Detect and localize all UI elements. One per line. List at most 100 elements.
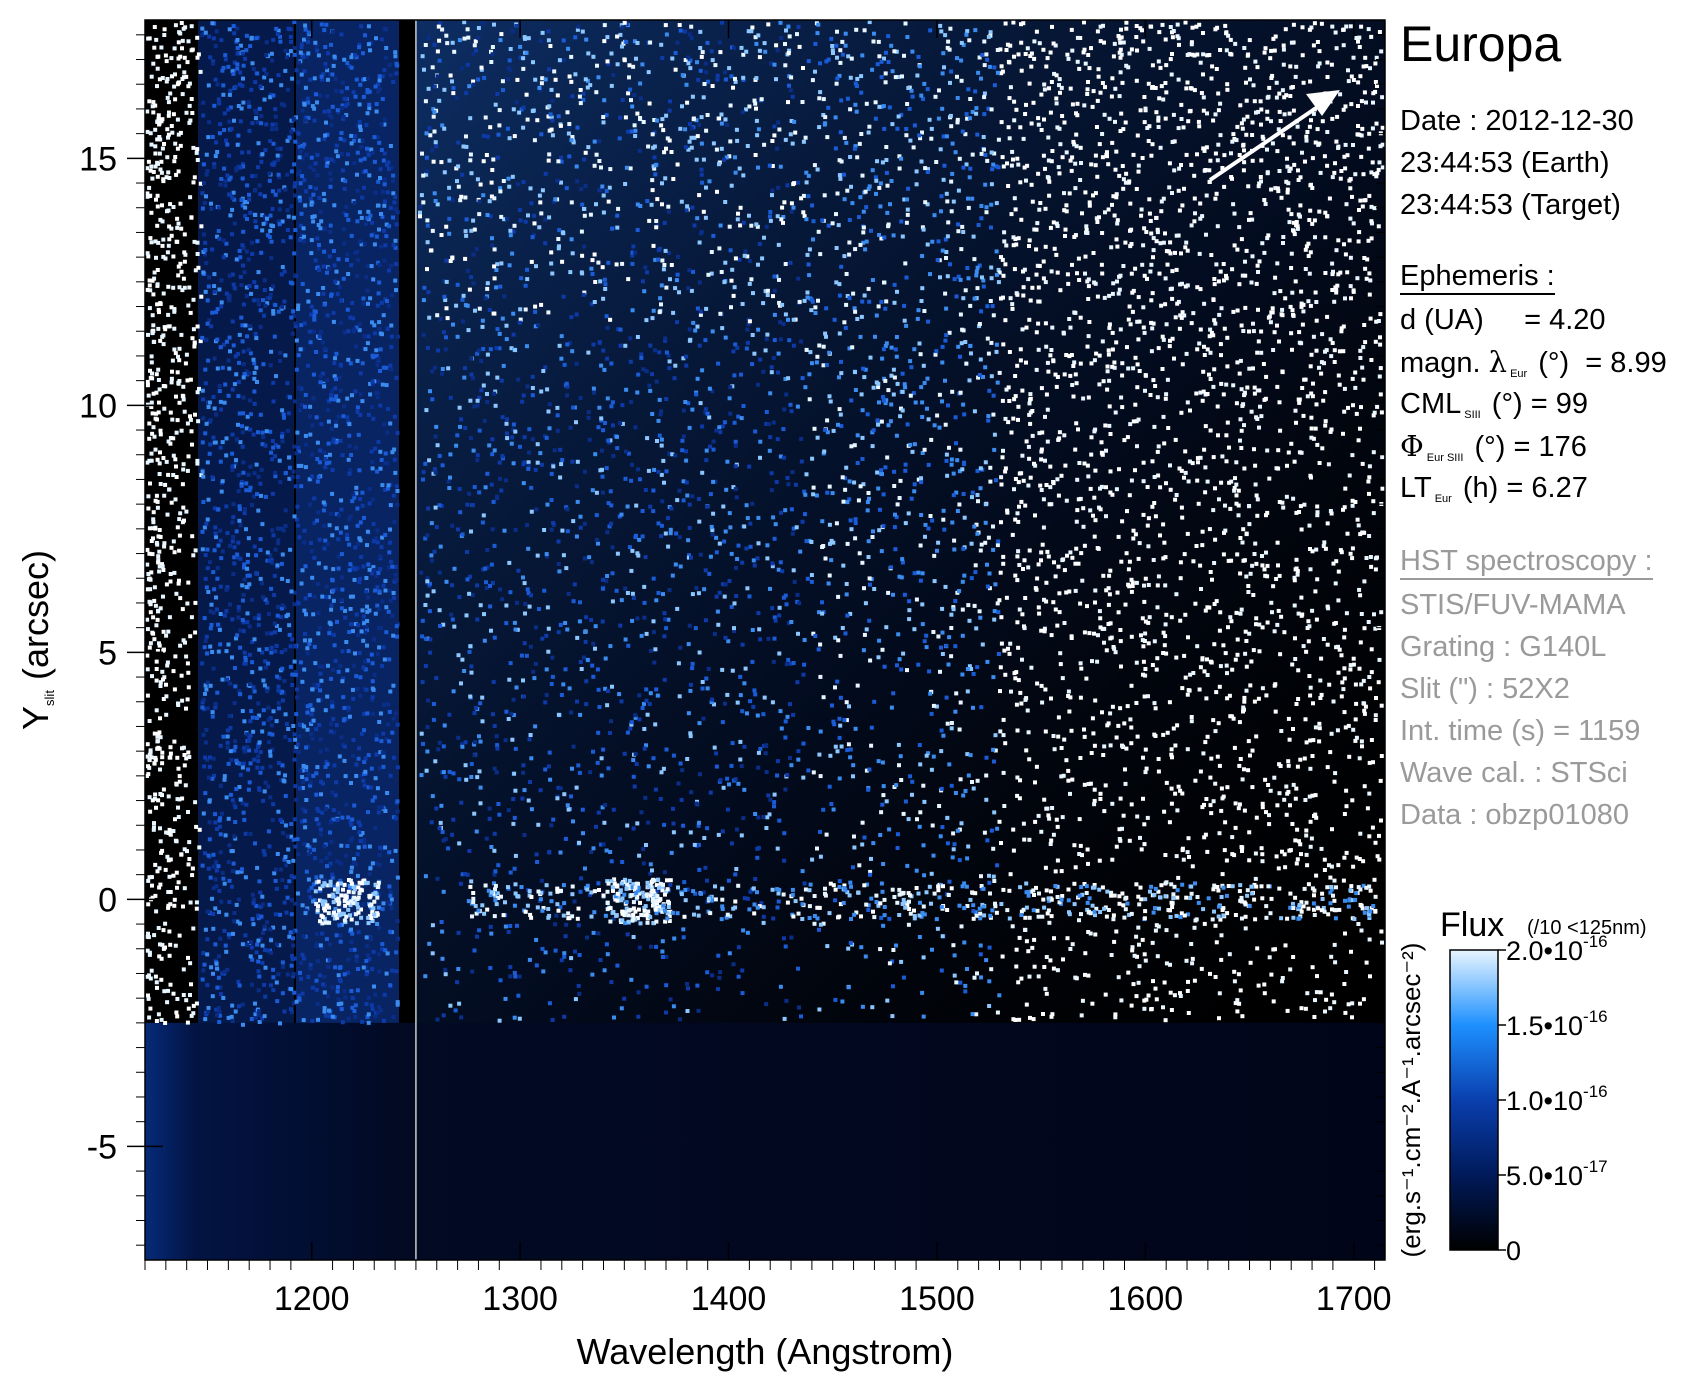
photon: [353, 545, 358, 550]
photon: [300, 952, 305, 957]
photon: [255, 865, 260, 870]
photon: [388, 773, 393, 778]
photon: [277, 943, 282, 948]
photon: [472, 811, 477, 816]
photon: [283, 68, 288, 73]
photon: [252, 298, 257, 303]
photon: [1092, 280, 1097, 285]
photon: [217, 101, 222, 106]
photon: [376, 203, 381, 208]
photon: [265, 550, 270, 555]
photon: [282, 269, 287, 274]
photon: [373, 84, 378, 89]
photon: [1130, 580, 1135, 585]
photon: [155, 204, 160, 209]
photon: [201, 732, 206, 737]
photon: [984, 797, 989, 802]
photon: [375, 469, 380, 474]
photon: [267, 731, 272, 736]
photon: [270, 457, 275, 462]
photon: [883, 401, 888, 406]
photon: [293, 737, 298, 742]
photon: [484, 586, 489, 590]
photon: [366, 595, 370, 600]
photon: [966, 603, 971, 608]
photon: [220, 971, 225, 976]
photon: [269, 938, 274, 943]
photon: [219, 300, 224, 305]
photon: [817, 125, 822, 130]
photon: [1020, 388, 1025, 393]
photon: [1315, 510, 1320, 515]
photon: [323, 565, 328, 570]
photon: [157, 151, 162, 156]
photon: [177, 548, 182, 553]
photon: [1218, 664, 1223, 669]
photon: [208, 683, 213, 688]
photon: [391, 493, 396, 498]
photon: [1086, 53, 1091, 57]
photon: [289, 834, 293, 839]
photon: [282, 1009, 287, 1014]
photon: [215, 1013, 220, 1017]
photon: [278, 39, 283, 44]
photon: [274, 127, 279, 131]
photon: [222, 111, 227, 116]
photon: [1257, 425, 1261, 430]
photon: [308, 185, 313, 190]
photon: [165, 95, 170, 100]
photon: [240, 83, 245, 88]
photon: [189, 1013, 194, 1018]
photon: [309, 541, 313, 545]
photon: [567, 124, 572, 129]
photon: [313, 161, 318, 166]
photon: [279, 606, 284, 611]
photon: [761, 920, 766, 925]
photon: [1003, 262, 1008, 267]
photon: [374, 102, 379, 107]
photon: [273, 454, 278, 459]
photon: [166, 312, 171, 317]
photon: [589, 560, 594, 565]
photon: [623, 476, 628, 481]
photon: [243, 507, 247, 512]
photon: [240, 709, 245, 713]
photon: [927, 884, 932, 889]
photon: [591, 641, 596, 646]
photon: [300, 679, 305, 684]
photon: [312, 847, 316, 852]
photon: [164, 712, 169, 717]
photon: [714, 535, 719, 540]
photon: [1097, 858, 1102, 863]
photon: [342, 138, 347, 143]
photon: [583, 150, 588, 155]
photon: [712, 702, 716, 707]
photon: [342, 241, 347, 246]
photon: [302, 101, 307, 106]
photon: [568, 270, 573, 275]
photon: [157, 885, 162, 890]
photon: [330, 790, 335, 795]
photon: [247, 197, 252, 202]
photon: [197, 827, 202, 832]
photon: [222, 881, 227, 886]
photon: [447, 196, 452, 201]
photon: [207, 764, 212, 769]
photon: [296, 131, 301, 136]
photon: [255, 942, 260, 947]
photon: [1317, 61, 1322, 66]
photon: [1146, 694, 1150, 699]
photon: [218, 743, 223, 748]
photon: [382, 26, 387, 31]
photon: [151, 328, 156, 333]
photon: [345, 161, 349, 166]
photon: [1032, 964, 1037, 969]
photon: [252, 389, 257, 394]
photon: [733, 439, 738, 444]
photon: [351, 737, 356, 742]
photon: [364, 275, 369, 280]
photon: [241, 460, 246, 465]
photon: [223, 943, 228, 948]
photon: [385, 486, 390, 491]
photon: [367, 89, 372, 94]
